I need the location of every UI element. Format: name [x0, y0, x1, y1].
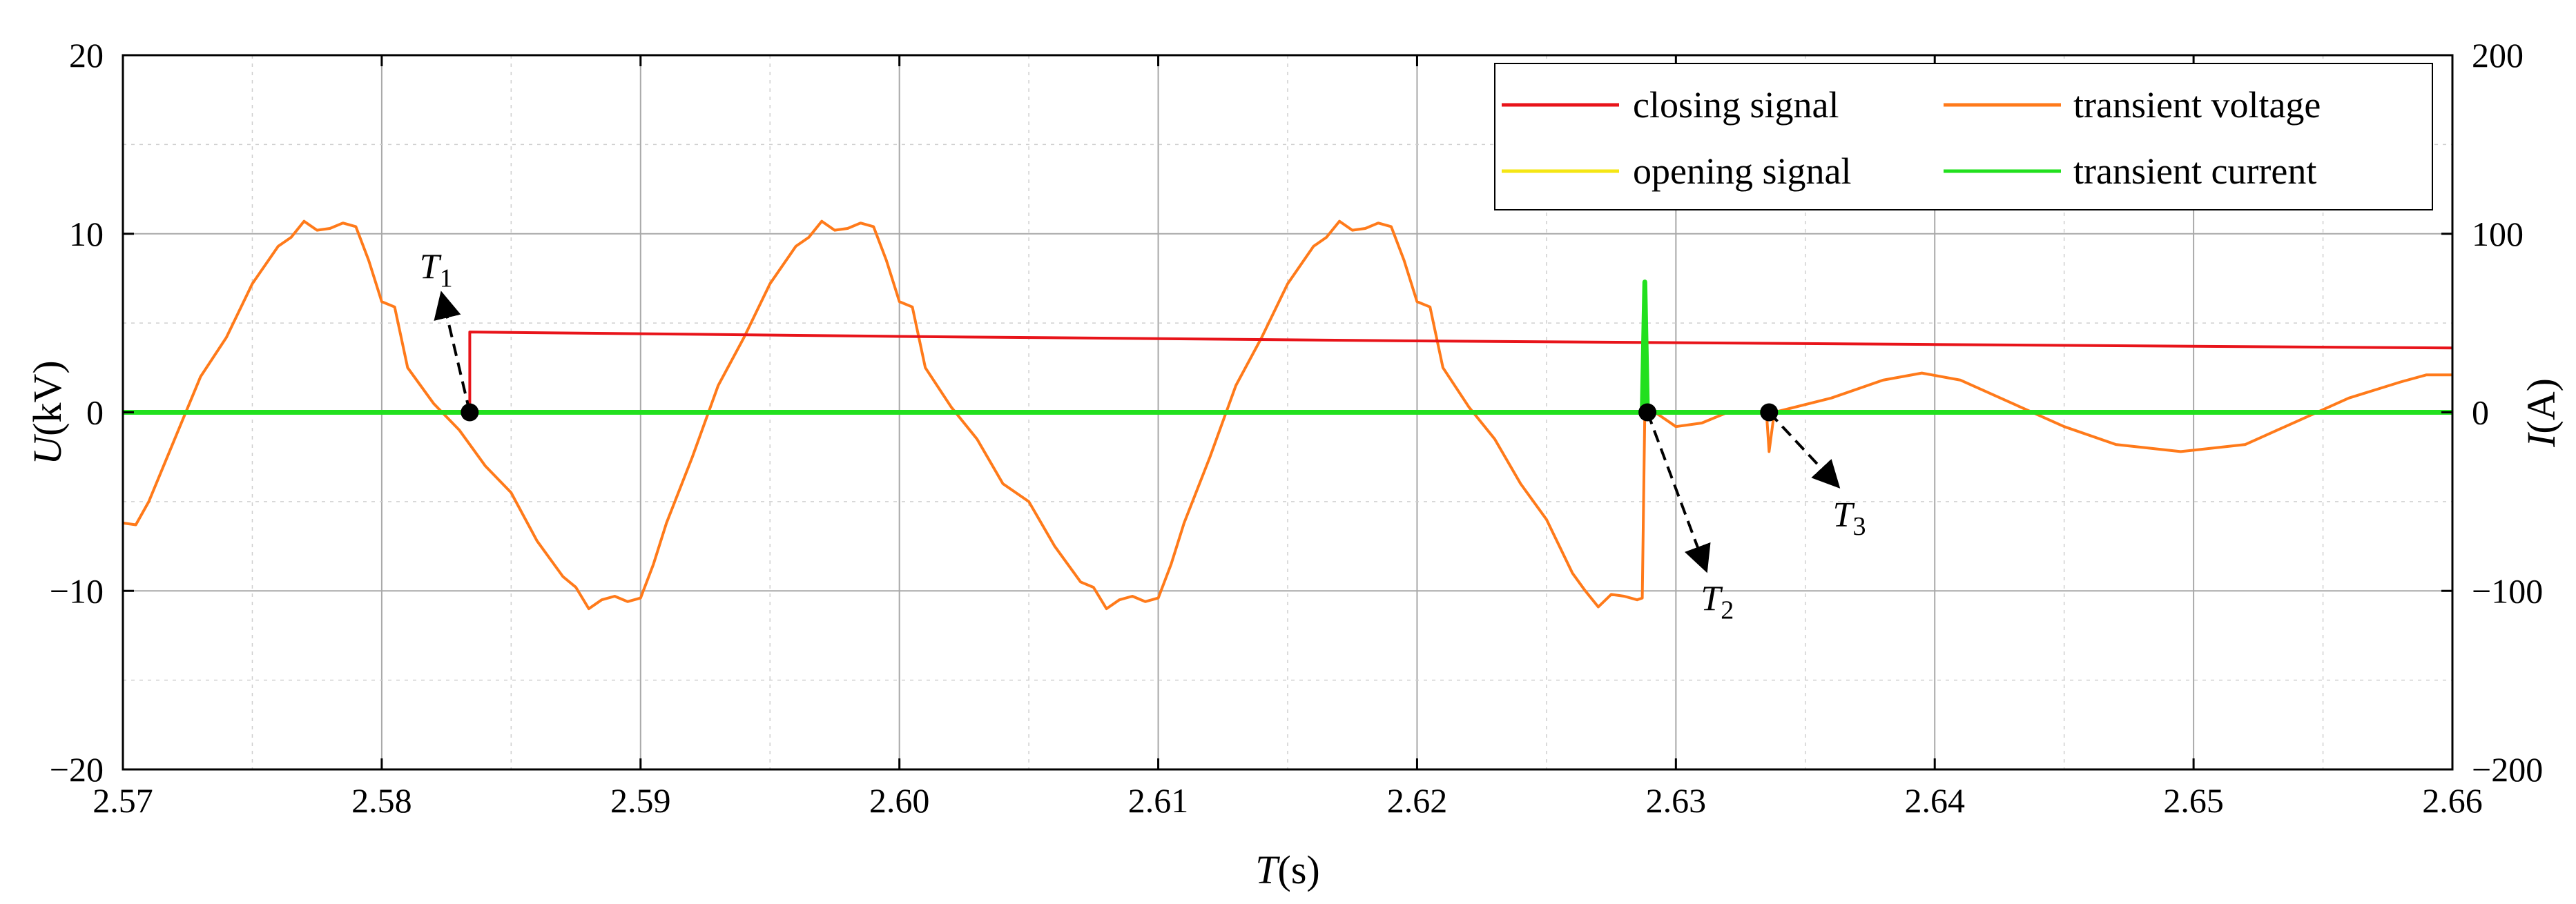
y-left-axis-title: U(kV): [25, 360, 70, 464]
legend-label-transient-voltage: transient voltage: [2073, 84, 2321, 126]
x-tick-label: 2.61: [1128, 781, 1189, 820]
legend-box: [1494, 63, 2433, 210]
x-tick-label: 2.60: [869, 781, 930, 820]
y-right-tick-label: −200: [2472, 750, 2543, 789]
x-tick-label: 2.63: [1646, 781, 1707, 820]
y-right-tick-label: 200: [2472, 36, 2524, 75]
y-right-tick-label: −100: [2472, 571, 2543, 610]
series-layer: [122, 219, 2453, 611]
y-left-tick-label: −20: [50, 750, 104, 789]
x-tick-label: 2.65: [2163, 781, 2224, 820]
y-right-tick-label: 100: [2472, 215, 2524, 253]
legend: closing signal transient voltage opening…: [1494, 63, 2433, 210]
annotation-marker-t2: [1638, 403, 1657, 422]
legend-label-opening-signal: opening signal: [1633, 150, 1851, 192]
annotation-marker-t3: [1760, 403, 1779, 422]
annotation-label-t2: T2: [1701, 580, 1734, 625]
y-right-tick-label: 0: [2472, 393, 2489, 432]
x-tick-label: 2.57: [93, 781, 153, 820]
x-tick-label: 2.62: [1387, 781, 1448, 820]
annotations: T1 T2 T3: [420, 247, 1866, 625]
ticks: 2.57 2.58 2.59 2.60 2.61 2.62 2.63 2.64 2.65 2.66…: [50, 36, 2543, 820]
annotation-arrow-t1: [434, 291, 472, 413]
annotation-arrow-t3: [1768, 411, 1841, 489]
x-tick-label: 2.64: [1904, 781, 1965, 820]
y-left-tick-label: 0: [86, 393, 104, 432]
y-right-axis-title: I(A): [2519, 378, 2564, 448]
annotation-marker-t1: [461, 403, 479, 422]
x-axis-title: T(s): [1255, 847, 1319, 892]
annotation-label-t1: T1: [420, 247, 453, 293]
series-transient-current: [123, 279, 2452, 415]
legend-label-transient-current: transient current: [2073, 150, 2316, 192]
y-left-tick-label: −10: [50, 571, 104, 610]
x-tick-label: 2.58: [351, 781, 412, 820]
y-left-tick-label: 20: [69, 36, 104, 75]
x-tick-label: 2.66: [2422, 781, 2483, 820]
legend-label-closing-signal: closing signal: [1633, 84, 1839, 126]
annotation-label-t3: T3: [1833, 495, 1866, 541]
y-left-tick-label: 10: [69, 215, 104, 253]
x-tick-label: 2.59: [610, 781, 671, 820]
annotation-arrow-t2: [1646, 411, 1711, 573]
